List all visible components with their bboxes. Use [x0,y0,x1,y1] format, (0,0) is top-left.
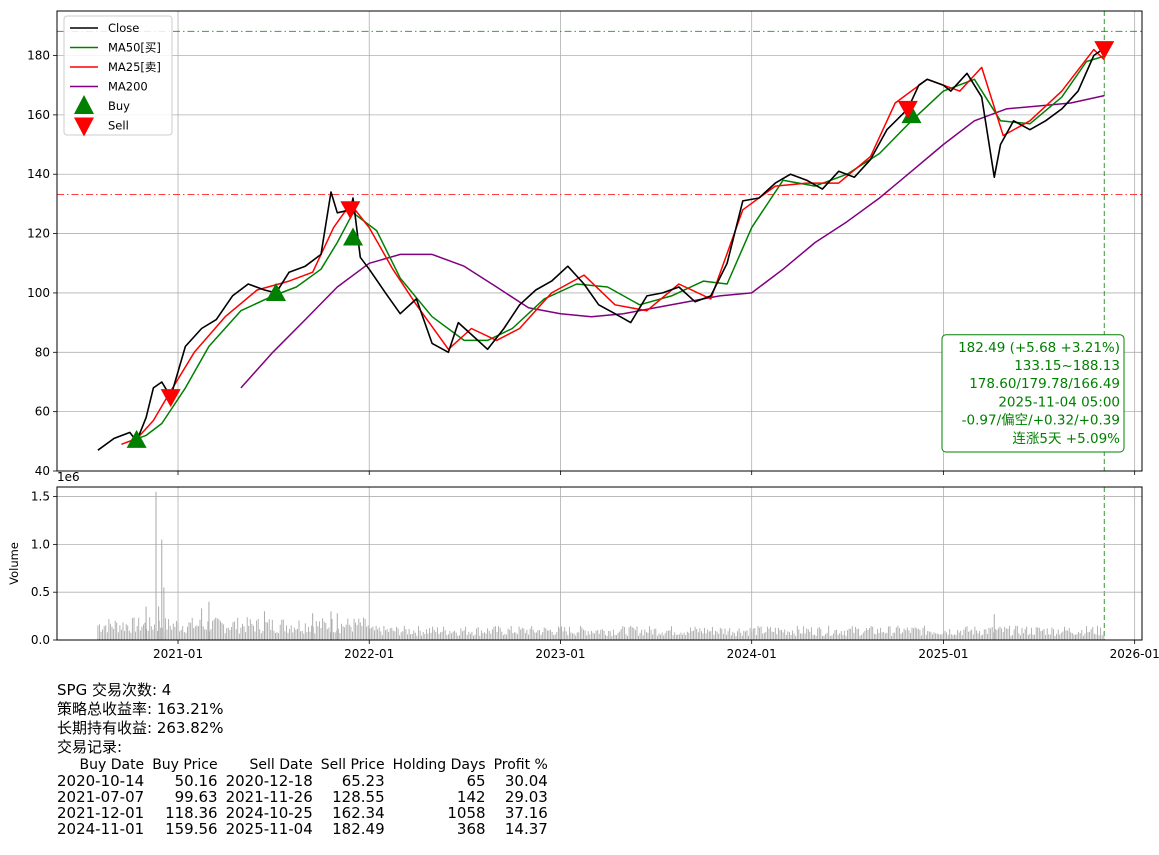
table-cell: 29.03 [504,788,548,806]
legend-swatch [74,117,94,137]
legend-swatch [74,95,94,114]
y-axis-label: Volume [7,542,21,585]
table-cell: 2021-12-01 [57,804,145,822]
table-cell: 65.23 [341,772,385,790]
table-cell: 182.49 [332,820,385,838]
table-cell: 2020-12-18 [225,772,313,790]
y-tick-label: 40 [35,464,50,478]
table-cell: 65 [466,772,486,790]
table-row: 2024-11-01 159.56 2025-11-04 182.49 368 … [57,821,552,837]
offset-label: 1e6 [57,470,80,484]
table-cell: 159.56 [165,820,218,838]
annotation-line: 182.49 (+5.68 +3.21%) [958,340,1120,356]
info-annotation-box [941,334,1125,453]
volume-panel: 0.0 0.5 1.0 1.5 2021-01 2022-01 2023-01 2024-01… [7,470,1159,661]
legend-label: MA200 [108,80,148,94]
column-header: Sell Price [320,757,385,773]
buy-hold-return: 长期持有收益: 263.82% [57,719,224,737]
y-tick-label: 0.0 [31,633,50,647]
summary-panel: SPG 交易次数: 4 策略总收益率: 163.21% 长期持有收益: 263.… [57,681,1137,837]
legend-label: Sell [108,119,129,133]
buy-marker [126,429,147,448]
annotation-line: 2025-11-04 05:00 [998,394,1120,410]
annotation-line: -0.97/偏空/+0.32/+0.39 [962,413,1120,429]
legend-label: MA50[买] [108,41,161,55]
table-cell: 2020-10-14 [57,772,145,790]
annotation-line: 连涨5天 +5.09% [1012,431,1120,447]
series-line [97,47,1105,451]
table-cell: 2025-11-04 [225,820,313,838]
y-tick-label: 140 [27,167,50,181]
x-tick-label: 2024-01 [727,647,777,661]
x-tick-label: 2023-01 [535,647,585,661]
y-tick-label: 0.5 [31,585,50,599]
legend-label: Buy [108,99,130,113]
price-panel: 40 60 80 100 120 140 160 180 Close MA50[买] MA25[卖]… [27,10,1143,478]
table-cell: 99.63 [174,788,218,806]
buy-marker [901,105,922,124]
table-cell: 368 [456,820,486,838]
series-line [240,94,1105,389]
y-tick-label: 1.0 [31,537,50,551]
column-header: Buy Price [152,757,218,773]
buy-marker [343,227,364,246]
table-header-row: Buy Date Buy Price Sell Date Sell Price … [57,757,552,773]
table-row: 2021-07-07 99.63 2021-11-26 128.55 142 2… [57,789,552,805]
column-header: Profit % [493,757,548,773]
sell-marker [160,389,181,408]
sell-marker [340,201,361,220]
table-row: 2020-10-14 50.16 2020-12-18 65.23 65 30.… [57,773,552,789]
y-tick-label: 1.5 [31,490,50,504]
volume-axes-frame [56,486,1143,641]
y-tick-label: 80 [35,345,50,359]
legend-label: Close [108,21,139,35]
strategy-return: 策略总收益率: 163.21% [57,700,224,718]
table-row: 2021-12-01 118.36 2024-10-25 162.34 1058… [57,805,552,821]
price-axes-frame [56,10,1143,472]
table-cell: 162.34 [332,804,385,822]
x-tick-label: 2025-01 [918,647,968,661]
table-cell: 1058 [447,804,486,822]
column-header: Sell Date [249,757,313,773]
annotation-line: 178.60/179.78/166.49 [969,376,1120,392]
table-cell: 2021-07-07 [57,788,145,806]
legend: Close MA50[买] MA25[卖] MA200 Buy Sell [63,15,173,137]
legend-box [63,15,173,136]
trade-count: SPG 交易次数: 4 [57,681,172,699]
table-cell: 30.04 [504,772,548,790]
y-tick-label: 180 [27,49,50,63]
trade-records-table: Buy Date Buy Price Sell Date Sell Price … [57,757,552,837]
table-cell: 2021-11-26 [225,788,313,806]
y-tick-label: 160 [27,108,50,122]
table-cell: 14.37 [504,820,548,838]
y-tick-label: 120 [27,227,50,241]
trade-records-label: 交易记录: [57,738,123,756]
buy-marker [265,283,286,302]
column-header: Buy Date [79,757,145,773]
column-header: Holding Days [392,757,486,773]
y-tick-label: 100 [27,286,50,300]
sell-marker [1094,41,1115,60]
x-tick-label: 2021-01 [153,647,203,661]
x-tick-label: 2022-01 [344,647,394,661]
table-cell: 118.36 [165,804,218,822]
x-tick-label: 2026-01 [1110,647,1159,661]
chart: 40 60 80 100 120 140 160 180 Close MA50[买] MA25[卖]… [7,10,1159,661]
legend-label: MA25[卖] [108,60,161,74]
table-cell: 2024-11-01 [57,820,145,838]
table-cell: 50.16 [174,772,218,790]
table-cell: 142 [456,788,486,806]
table-cell: 2024-10-25 [225,804,313,822]
table-cell: 37.16 [504,804,548,822]
y-tick-label: 60 [35,405,50,419]
table-cell: 128.55 [332,788,385,806]
annotation-line: 133.15~188.13 [1014,358,1120,374]
sell-marker [897,100,918,119]
